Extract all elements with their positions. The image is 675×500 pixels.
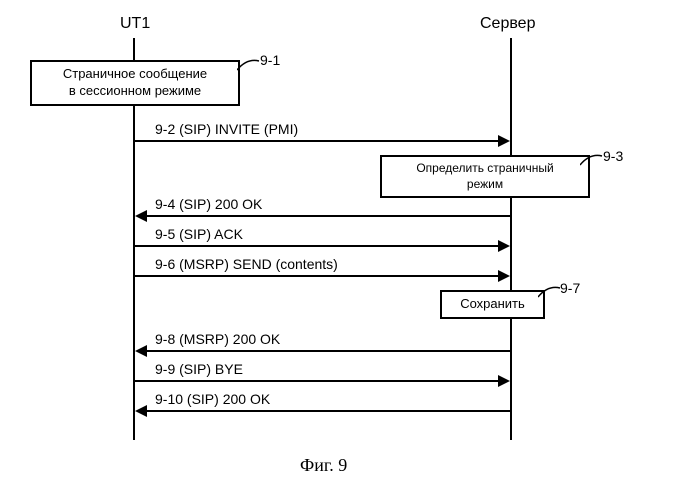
note-page-message: Страничное сообщение в сессионном режиме [30, 60, 240, 106]
participant-server: Сервер [480, 15, 535, 33]
note-9-3-text: Определить страничныйрежим [390, 161, 580, 192]
message-9-10-arrowhead [135, 405, 147, 417]
note-line1: Страничное сообщение [40, 66, 230, 83]
message-9-9-arrowhead [498, 375, 510, 387]
callout-curve-9-1 [237, 58, 262, 76]
message-9-9-text: 9-9 (SIP) BYE [155, 361, 243, 377]
message-9-6-arrow [135, 275, 498, 277]
message-9-8-arrowhead [135, 345, 147, 357]
message-9-9-arrow [135, 380, 498, 382]
participant-ut1: UT1 [120, 15, 150, 33]
message-9-6-text: 9-6 (MSRP) SEND (contents) [155, 256, 338, 272]
note-save: Сохранить [440, 290, 545, 319]
message-9-10-arrow [147, 410, 510, 412]
message-9-2-text: 9-2 (SIP) INVITE (PMI) [155, 121, 298, 137]
message-9-5-text: 9-5 (SIP) ACK [155, 226, 243, 242]
note-define-mode: Определить страничныйрежим [380, 155, 590, 198]
message-9-4-arrowhead [135, 210, 147, 222]
callout-9-3: 9-3 [603, 148, 623, 164]
callout-curve-9-7 [538, 285, 563, 303]
note-line2: в сессионном режиме [40, 83, 230, 100]
message-9-5-arrowhead [498, 240, 510, 252]
callout-curve-9-3 [580, 153, 605, 171]
message-9-4-arrow [147, 215, 510, 217]
sequence-diagram: UT1 Сервер Страничное сообщение в сессио… [0, 0, 675, 500]
figure-caption: Фиг. 9 [300, 455, 347, 476]
message-9-8-arrow [147, 350, 510, 352]
callout-9-7: 9-7 [560, 280, 580, 296]
message-9-8-text: 9-8 (MSRP) 200 OK [155, 331, 280, 347]
message-9-5-arrow [135, 245, 498, 247]
message-9-6-arrowhead [498, 270, 510, 282]
message-9-2-arrowhead [498, 135, 510, 147]
lifeline-server [510, 38, 512, 440]
callout-9-1: 9-1 [260, 52, 280, 68]
message-9-2-arrow [135, 140, 498, 142]
message-9-10-text: 9-10 (SIP) 200 OK [155, 391, 270, 407]
message-9-4-text: 9-4 (SIP) 200 OK [155, 196, 262, 212]
